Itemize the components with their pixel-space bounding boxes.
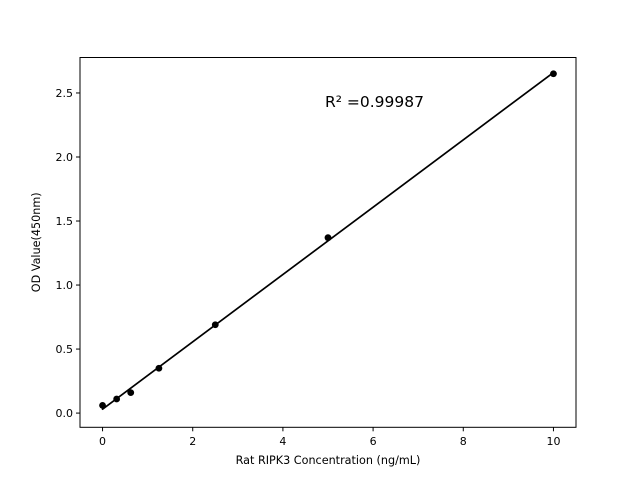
y-tick-label: 0.5	[56, 343, 74, 356]
data-point	[324, 234, 332, 242]
x-tick-label: 8	[460, 435, 467, 448]
data-points	[99, 70, 557, 409]
plot-area	[80, 57, 576, 428]
data-point	[211, 321, 219, 329]
x-tick-label: 4	[279, 435, 286, 448]
y-tick-label: 0.0	[56, 407, 74, 420]
y-tick-label: 1.5	[56, 215, 74, 228]
axes-frame	[79, 57, 577, 428]
r-squared-annotation: R² =0.99987	[325, 93, 424, 111]
x-tick-label: 6	[370, 435, 377, 448]
data-point	[113, 395, 121, 403]
data-point	[550, 70, 557, 78]
y-tick-label: 2.0	[56, 151, 74, 164]
x-axis-ticks: 0 2 4 6 8 10	[99, 427, 560, 448]
y-axis-ticks: 0.0 0.5 1.0 1.5 2.0 2.5	[56, 87, 80, 420]
data-point	[99, 402, 106, 409]
x-tick-label: 2	[189, 435, 196, 448]
y-tick-label: 2.5	[56, 87, 74, 100]
x-tick-label: 0	[99, 435, 106, 448]
y-axis-label: OD Value(450nm)	[30, 192, 43, 292]
y-tick-label: 1.0	[56, 279, 74, 292]
data-point	[155, 364, 163, 372]
data-point	[127, 389, 135, 396]
x-axis-label: Rat RIPK3 Concentration (ng/mL)	[236, 454, 421, 467]
x-tick-label: 10	[546, 435, 560, 448]
